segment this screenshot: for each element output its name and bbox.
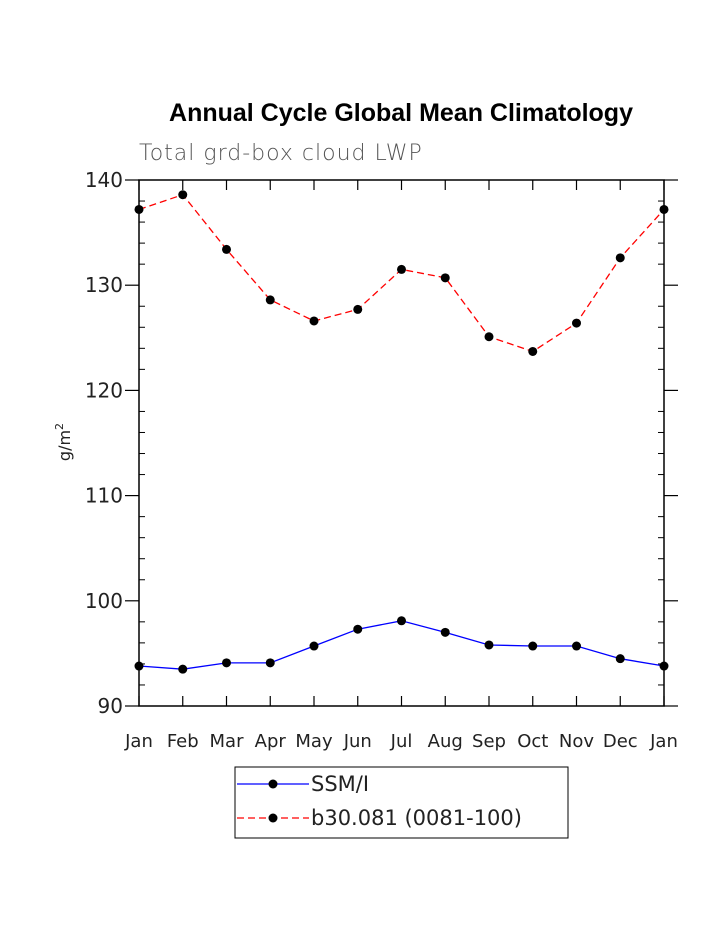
data-point — [484, 332, 494, 342]
data-point — [265, 658, 275, 668]
legend-label: SSM/I — [311, 772, 369, 796]
data-point — [440, 273, 450, 283]
data-point — [572, 641, 581, 651]
y-tick-label: 90 — [98, 694, 123, 718]
x-tick-label: Jan — [124, 731, 153, 752]
plot-frame — [138, 179, 665, 707]
data-point — [309, 641, 319, 651]
x-tick-label: Jan — [649, 731, 678, 752]
data-point — [659, 661, 669, 671]
y-tick-label: 130 — [85, 273, 123, 297]
legend-box — [234, 766, 569, 839]
legend-marker — [268, 813, 278, 823]
data-point — [178, 664, 188, 674]
data-point — [134, 661, 144, 671]
y-axis-label-superscript: 2 — [53, 423, 66, 430]
data-point — [265, 295, 275, 305]
x-tick-label: Jun — [343, 731, 372, 752]
data-point — [309, 316, 319, 326]
data-point — [353, 304, 363, 314]
y-tick-label: 110 — [85, 484, 123, 508]
data-point — [528, 346, 538, 356]
x-tick-label: Apr — [255, 731, 287, 752]
svg-text:g/m2: g/m2 — [53, 423, 74, 461]
y-tick-label: 120 — [85, 378, 123, 402]
x-tick-label: Jul — [390, 731, 413, 752]
data-point — [615, 253, 625, 263]
data-point — [659, 204, 669, 214]
chart-title: Annual Cycle Global Mean Climatology — [169, 99, 633, 127]
x-tick-label: Aug — [428, 731, 463, 752]
data-point — [222, 658, 231, 668]
data-point — [484, 640, 494, 650]
data-point — [178, 190, 188, 200]
data-point — [397, 616, 406, 626]
y-axis-label-text: g/m — [55, 430, 74, 461]
data-point — [397, 264, 406, 274]
data-point — [528, 641, 538, 651]
legend-marker — [268, 779, 278, 789]
data-point — [134, 204, 144, 214]
x-tick-label: Mar — [210, 731, 245, 752]
x-tick-label: Sep — [472, 731, 506, 752]
legend: SSM/I b30.081 (0081-100) — [234, 766, 569, 839]
x-tick-label: May — [295, 731, 333, 752]
x-tick-label: Dec — [603, 731, 638, 752]
y-tick-label: 140 — [85, 168, 123, 192]
x-tick-label: Oct — [517, 731, 548, 752]
y-tick-label: 100 — [85, 589, 123, 613]
legend-label: b30.081 (0081-100) — [311, 806, 522, 830]
data-point — [615, 654, 625, 664]
data-point — [572, 318, 581, 328]
series-line-0 — [138, 620, 665, 670]
data-point — [222, 244, 231, 254]
data-point — [353, 624, 363, 634]
x-tick-label: Nov — [559, 731, 594, 752]
y-axis-label: g/m2 — [53, 423, 74, 461]
x-tick-label: Feb — [167, 731, 199, 752]
chart-subtitle: Total grd-box cloud LWP — [139, 141, 423, 166]
data-point — [440, 627, 450, 637]
